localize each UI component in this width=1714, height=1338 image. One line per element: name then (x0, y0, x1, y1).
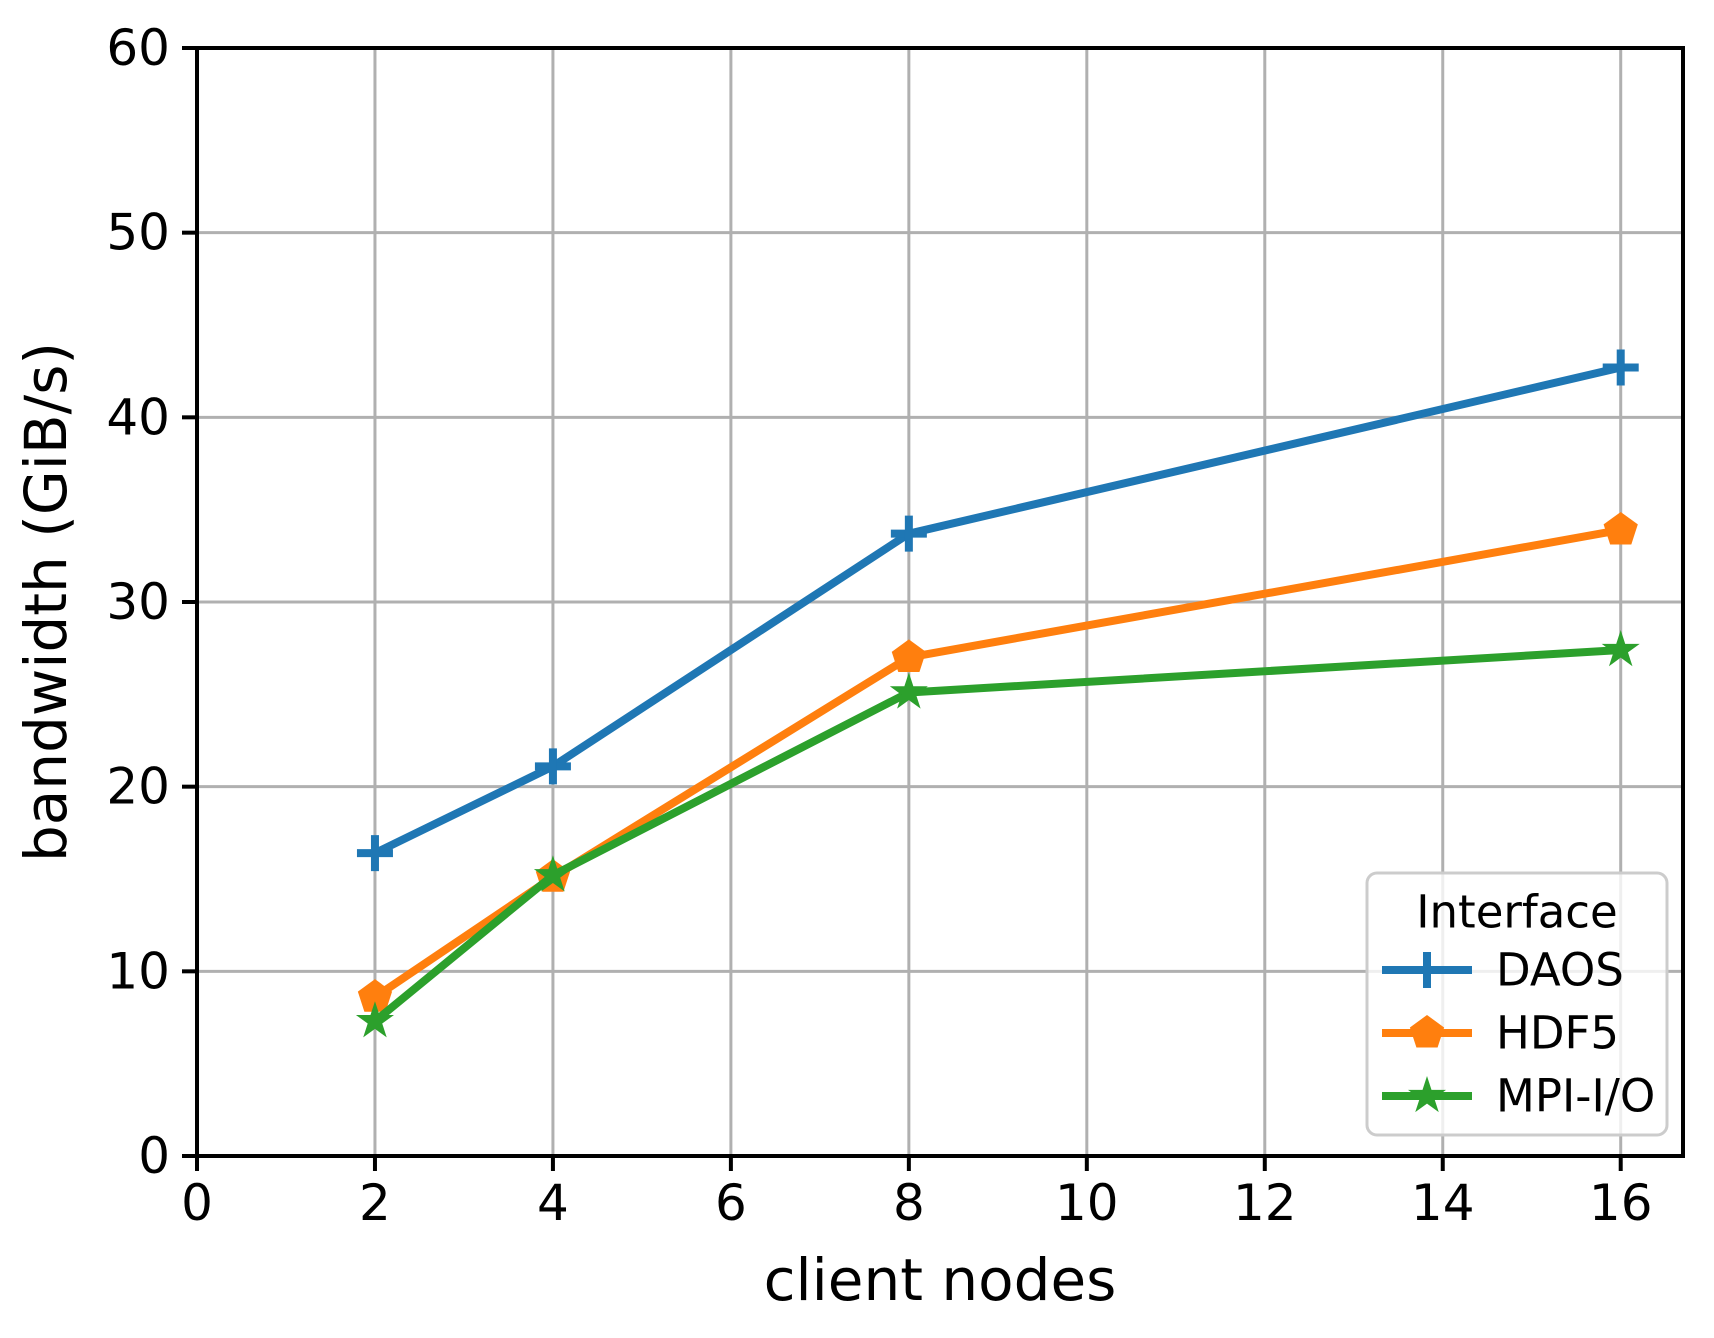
y-tick-label: 50 (106, 204, 170, 262)
x-tick-label: 12 (1233, 1174, 1297, 1232)
series-layer (355, 349, 1640, 1038)
x-tick-label: 4 (537, 1174, 569, 1232)
star-marker-MPI-I/O (1601, 630, 1640, 667)
legend: Interface DAOS HDF5 MPI-I/O (1365, 871, 1669, 1137)
plus-marker-DAOS (1602, 349, 1639, 386)
star-marker-MPI-I/O (533, 855, 572, 892)
y-tick-label: 0 (138, 1127, 170, 1185)
y-axis-label: bandwidth (GiB/s) (12, 342, 80, 862)
y-tick-label: 40 (106, 388, 170, 446)
star-marker-legend (1407, 1076, 1447, 1113)
y-tick-label: 10 (106, 942, 170, 1000)
legend-entry-HDF5: HDF5 (1382, 1007, 1619, 1060)
x-tick-label: 10 (1055, 1174, 1119, 1232)
x-tick-label: 0 (181, 1174, 213, 1232)
star-marker-MPI-I/O (889, 672, 928, 709)
pentagon-marker-HDF5 (1603, 511, 1638, 545)
legend-entry-label: DAOS (1496, 944, 1624, 997)
x-tick-label: 6 (715, 1174, 747, 1232)
legend-entry-MPI-I/O: MPI-I/O (1382, 1070, 1655, 1123)
legend-entry-label: MPI-I/O (1496, 1070, 1655, 1123)
grid-layer (197, 48, 1683, 1156)
pentagon-marker-HDF5 (357, 979, 393, 1012)
x-tick-label: 14 (1411, 1174, 1475, 1232)
plus-marker-DAOS (356, 835, 393, 872)
tick-layer: 0 2 4 6 8 10 12 14 16 0 10 20 30 40 50 60 (106, 19, 1652, 1232)
x-axis-label: client nodes (764, 1246, 1117, 1314)
series-line-DAOS (373, 363, 1622, 857)
series-line-MPI-I/O (372, 646, 1621, 1025)
y-tick-label: 30 (106, 573, 170, 631)
plus-marker-DAOS (890, 515, 927, 552)
y-tick-label: 20 (106, 758, 170, 816)
pentagon-marker-legend (1409, 1015, 1445, 1048)
x-tick-label: 8 (893, 1174, 925, 1232)
legend-entries: DAOS HDF5 MPI-I/O (1382, 944, 1655, 1123)
plus-marker-DAOS (534, 748, 571, 785)
legend-title: Interface (1416, 886, 1617, 939)
legend-box (1365, 871, 1669, 1137)
plus-marker-legend (1409, 952, 1445, 988)
y-tick-label: 60 (106, 19, 170, 77)
pentagon-marker-HDF5 (891, 639, 926, 672)
x-tick-label: 16 (1589, 1174, 1653, 1232)
legend-entry-label: HDF5 (1496, 1007, 1619, 1060)
x-tick-label: 2 (359, 1174, 391, 1232)
star-marker-MPI-I/O (355, 1001, 394, 1038)
legend-entry-DAOS: DAOS (1382, 944, 1624, 997)
series-line-HDF5 (372, 526, 1622, 1001)
